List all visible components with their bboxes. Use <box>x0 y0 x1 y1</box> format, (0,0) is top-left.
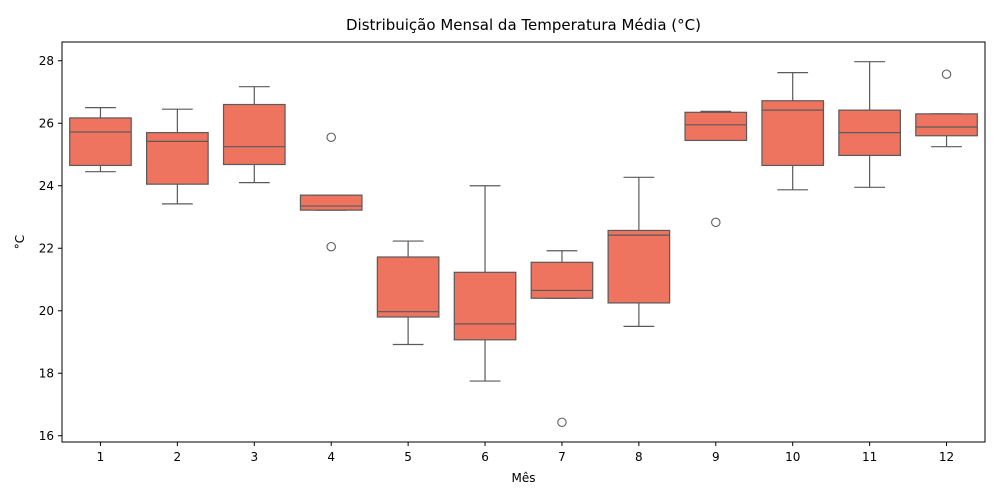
box-2 <box>146 108 209 205</box>
x-tick-label: 2 <box>174 450 182 464</box>
box-5 <box>376 240 440 346</box>
plot-frame <box>61 41 986 443</box>
y-tick-label: 22 <box>39 241 54 255</box>
x-tick-label: 4 <box>327 450 335 464</box>
box-11 <box>838 61 901 188</box>
box-4 <box>299 132 363 252</box>
y-tick-label: 24 <box>39 179 54 193</box>
x-tick-label: 7 <box>558 450 566 464</box>
outlier-point <box>557 417 567 428</box>
iqr-box <box>684 111 748 142</box>
y-axis: 16 18 20 22 24 26 28 <box>39 54 62 443</box>
x-axis-label: Mês <box>512 471 536 485</box>
box-3 <box>222 86 286 184</box>
box-6 <box>453 185 517 382</box>
outlier-point <box>711 217 721 228</box>
x-tick-label: 9 <box>712 450 720 464</box>
box-7 <box>530 250 594 428</box>
outlier-point <box>326 132 336 143</box>
outlier-point <box>326 241 336 252</box>
iqr-box <box>761 100 825 167</box>
x-tick-label: 11 <box>862 450 877 464</box>
plot-area <box>69 61 978 428</box>
box-9 <box>684 110 748 228</box>
x-axis: 1 2 3 4 5 6 7 8 9 10 11 12 <box>97 442 954 464</box>
box-12 <box>915 69 978 148</box>
iqr-box <box>299 194 363 211</box>
iqr-box <box>69 117 132 167</box>
iqr-box <box>146 132 209 185</box>
iqr-box <box>607 229 671 304</box>
x-tick-label: 5 <box>404 450 412 464</box>
y-axis-label: °C <box>13 235 27 249</box>
iqr-box <box>453 271 517 341</box>
iqr-box <box>376 256 440 318</box>
x-tick-label: 1 <box>97 450 105 464</box>
y-tick-label: 20 <box>39 304 54 318</box>
y-tick-label: 18 <box>39 366 54 380</box>
iqr-box <box>530 261 594 299</box>
y-tick-label: 28 <box>39 54 54 68</box>
outlier-point <box>941 69 952 79</box>
chart-title: Distribuição Mensal da Temperatura Média… <box>346 16 701 34</box>
box-8 <box>607 176 671 327</box>
x-tick-label: 10 <box>785 450 800 464</box>
x-tick-label: 12 <box>939 450 954 464</box>
box-1 <box>69 107 132 173</box>
box-10 <box>761 72 825 191</box>
x-tick-label: 6 <box>481 450 489 464</box>
iqr-box <box>222 103 286 166</box>
y-tick-label: 26 <box>39 116 54 130</box>
x-tick-label: 3 <box>250 450 258 464</box>
iqr-box <box>915 113 978 137</box>
x-tick-label: 8 <box>635 450 643 464</box>
y-tick-label: 16 <box>39 429 54 443</box>
